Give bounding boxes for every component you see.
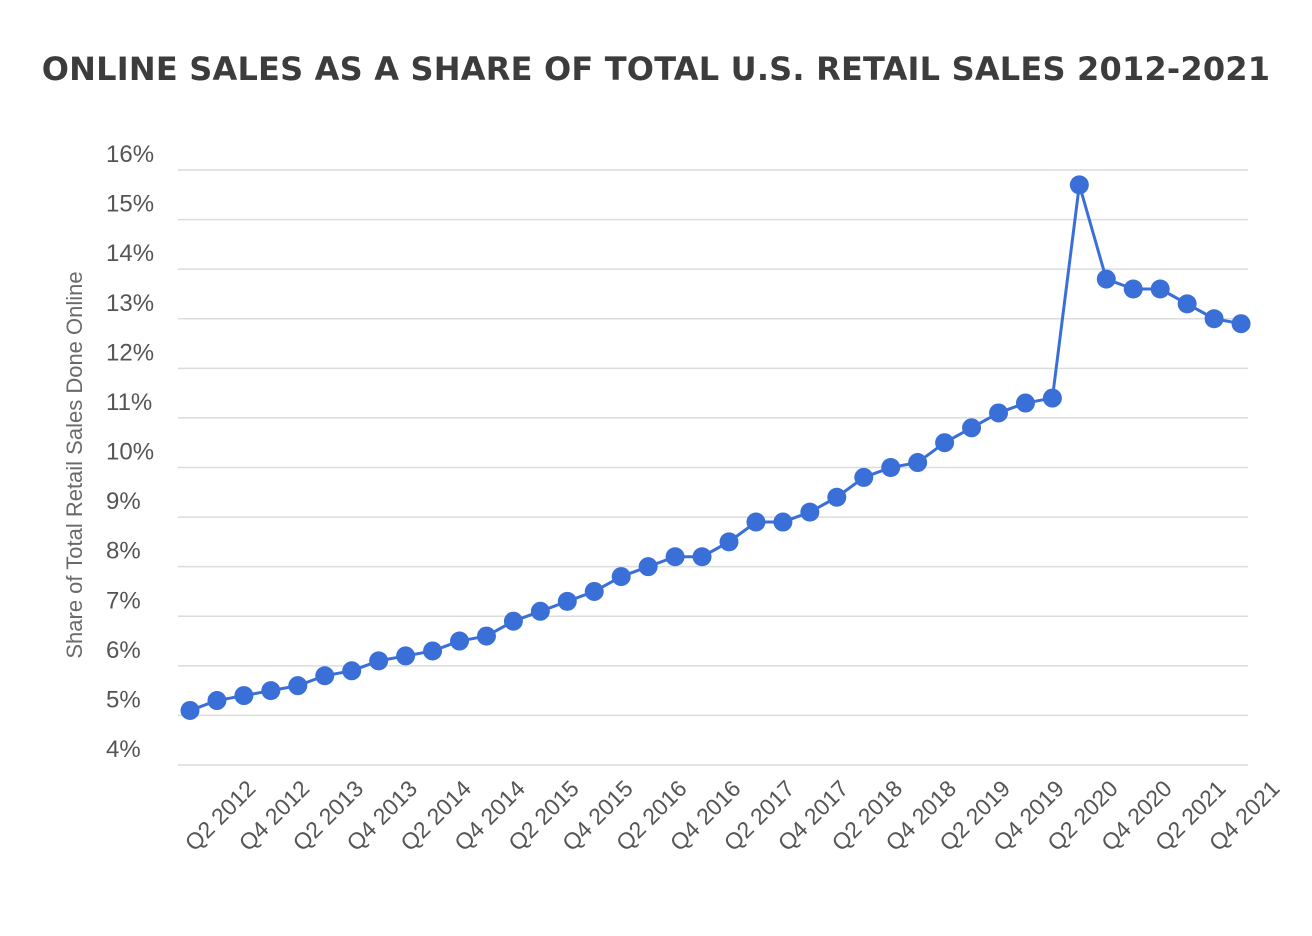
data-point-q4-2020 xyxy=(1123,279,1143,299)
data-point-q4-2015 xyxy=(584,581,604,601)
data-point-q3-2014 xyxy=(450,631,469,651)
y-tick-label: 6% xyxy=(106,637,141,664)
data-point-q1-2018 xyxy=(827,487,847,507)
y-tick-label: 15% xyxy=(106,191,154,218)
data-point-q2-2016 xyxy=(638,557,658,577)
data-point-q4-2021 xyxy=(1231,314,1251,334)
data-point-q4-2014 xyxy=(476,626,496,646)
y-tick-label: 9% xyxy=(106,488,141,515)
data-point-q4-2019 xyxy=(1015,393,1035,413)
data-point-q4-2018 xyxy=(908,453,928,473)
y-axis-label: Share of Total Retail Sales Done Online xyxy=(62,271,87,658)
data-point-q1-2019 xyxy=(935,433,955,453)
data-point-q2-2014 xyxy=(423,641,443,661)
data-point-q1-2015 xyxy=(503,611,523,631)
y-tick-label: 12% xyxy=(106,339,154,366)
data-point-q3-2019 xyxy=(989,403,1008,423)
data-point-q4-2017 xyxy=(800,502,820,522)
data-point-q1-2013 xyxy=(288,676,308,696)
y-tick-label: 13% xyxy=(106,290,154,317)
series-line-path xyxy=(189,183,1242,712)
data-point-q1-2020 xyxy=(1042,388,1062,408)
data-point-q3-2016 xyxy=(665,547,685,567)
data-point-q2-2018 xyxy=(854,467,874,487)
data-point-q3-2017 xyxy=(773,512,793,532)
data-point-q1-2016 xyxy=(611,567,631,587)
data-point-q3-2021 xyxy=(1204,309,1224,329)
data-point-q2-2012 xyxy=(207,691,227,711)
y-tick-label: 7% xyxy=(106,587,141,614)
data-point-q1-2017 xyxy=(719,532,739,552)
data-point-q4-2016 xyxy=(692,547,712,567)
data-point-q3-2020 xyxy=(1096,269,1116,289)
data-point-q2-2015 xyxy=(530,601,550,621)
data-point-q1-2014 xyxy=(396,646,416,666)
data-point-q2-2021 xyxy=(1177,294,1197,314)
data-point-q2-2019 xyxy=(962,418,982,438)
data-point-q3-2018 xyxy=(881,458,901,477)
data-point-q3-2013 xyxy=(342,661,362,681)
data-point-q2-2017 xyxy=(746,512,766,532)
data-point-q4-2013 xyxy=(369,651,389,671)
y-tick-label: 5% xyxy=(106,686,141,713)
y-tick-label: 16% xyxy=(106,141,154,168)
data-point-q2-2020 xyxy=(1069,175,1089,195)
series-line xyxy=(189,183,1242,712)
gridlines xyxy=(178,169,1248,766)
y-tick-label: 10% xyxy=(106,439,154,466)
y-tick-label: 4% xyxy=(106,736,141,763)
series-points xyxy=(180,175,1251,720)
chart-title: ONLINE SALES AS A SHARE OF TOTAL U.S. RE… xyxy=(41,50,1271,88)
y-axis-ticks: 4% 5% 6% 7% 8% 9% 10% 11% 12% 13% 14% 15% 16% xyxy=(106,141,154,763)
data-point-q3-2012 xyxy=(234,686,254,706)
y-tick-label: 11% xyxy=(106,389,152,416)
y-tick-label: 14% xyxy=(106,240,154,267)
data-point-q1-2012 xyxy=(180,700,200,720)
data-point-q3-2015 xyxy=(557,591,577,611)
data-point-q1-2021 xyxy=(1150,279,1170,299)
y-tick-label: 8% xyxy=(106,538,141,565)
data-point-q4-2012 xyxy=(261,681,281,701)
data-point-q2-2013 xyxy=(315,666,335,686)
